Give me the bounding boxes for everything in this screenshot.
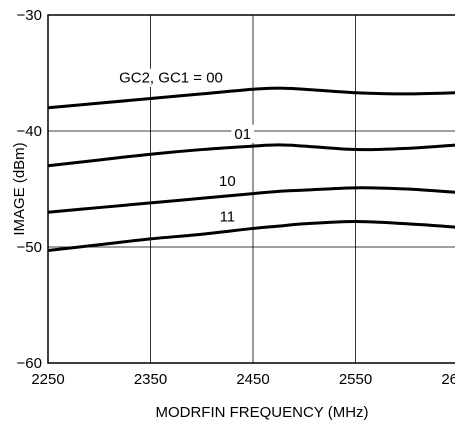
series-label-bg [116,68,226,87]
series-label: 10 [219,173,236,190]
x-tick-label: 2550 [339,371,372,388]
series-label: 01 [234,126,251,143]
y-tick-labels: −30 −40 −50 −60 [17,7,42,372]
y-tick-label: −50 [17,239,42,256]
series-line [47,219,455,252]
plot-frame [47,14,455,364]
x-tick-label: 2650 [441,371,455,388]
y-tick-label: −30 [17,7,42,24]
x-tick-label: 2350 [134,371,167,388]
series-line [47,86,455,110]
series-label-bg [216,207,239,226]
series-label-bg [216,171,239,190]
series-line [47,186,455,214]
series-label: 11 [220,208,236,225]
y-tick-label: −40 [17,123,42,140]
series-line [47,143,455,168]
series-label-bg [231,124,255,143]
series-lines [47,86,455,252]
y-axis-title: IMAGE (dBm) [11,142,28,235]
y-tick-label: −60 [17,355,42,372]
x-axis-title: MODRFIN FREQUENCY (MHz) [155,404,368,421]
x-tick-label: 2250 [31,371,64,388]
x-tick-label: 2450 [236,371,269,388]
x-tick-labels: 2250 2350 2450 2550 2650 [31,371,455,388]
series-label: GC2, GC1 = 00 [119,70,223,87]
series-labels: GC2, GC1 = 00 01 10 11 [116,68,255,226]
